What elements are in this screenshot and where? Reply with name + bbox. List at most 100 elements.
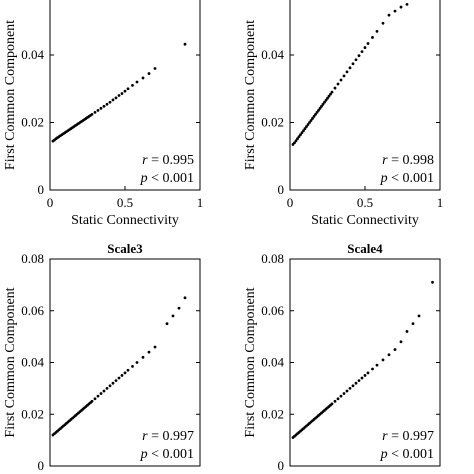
data-point xyxy=(326,96,329,100)
panel-title: Scale4 xyxy=(347,241,383,256)
r-value: = 0.997 xyxy=(148,429,194,444)
data-point xyxy=(105,386,109,390)
data-point xyxy=(123,89,127,93)
data-point xyxy=(330,402,334,406)
r-label: r xyxy=(382,153,388,168)
data-point xyxy=(399,340,403,344)
data-point xyxy=(342,392,346,395)
data-point xyxy=(330,90,334,94)
data-point xyxy=(165,322,169,326)
data-point xyxy=(387,353,391,357)
data-point xyxy=(131,364,134,368)
data-point xyxy=(123,371,127,375)
data-point xyxy=(309,119,313,122)
x-axis-title: Static Connectivity xyxy=(71,213,179,228)
data-point xyxy=(135,80,139,84)
data-point xyxy=(399,5,403,9)
r-statistic: r = 0.998 xyxy=(382,153,434,168)
y-tick-label: 0.04 xyxy=(261,355,284,370)
data-point xyxy=(99,392,103,395)
r-label: r xyxy=(142,429,148,444)
p-statistic: p < 0.001 xyxy=(380,447,434,462)
data-point xyxy=(317,108,320,112)
data-point xyxy=(327,94,331,98)
data-point xyxy=(417,314,421,318)
data-point xyxy=(345,389,349,393)
data-point xyxy=(297,135,301,139)
data-point xyxy=(339,394,343,398)
p-label: p xyxy=(380,447,388,462)
data-point xyxy=(393,348,397,351)
data-point xyxy=(357,379,361,383)
data-point xyxy=(147,350,151,354)
y-axis-title: First Common Component xyxy=(243,287,258,437)
x-tick-label: 0.5 xyxy=(117,195,133,210)
data-point xyxy=(302,129,305,133)
x-tick-label: 1 xyxy=(437,195,444,210)
data-point xyxy=(120,92,124,95)
y-tick-label: 0.06 xyxy=(261,303,284,318)
data-point xyxy=(90,113,94,116)
data-point xyxy=(90,399,94,403)
data-point xyxy=(308,121,311,124)
x-tick-label: 1 xyxy=(197,195,204,210)
data-point xyxy=(141,76,145,80)
data-point xyxy=(117,376,121,380)
data-point xyxy=(351,384,355,388)
data-point xyxy=(296,137,299,141)
data-point xyxy=(294,139,298,143)
p-label: p xyxy=(140,447,148,462)
data-point xyxy=(333,399,337,403)
r-statistic: r = 0.997 xyxy=(382,429,434,444)
data-point xyxy=(99,106,103,110)
data-point xyxy=(135,361,139,364)
r-value: = 0.995 xyxy=(148,153,194,168)
data-point xyxy=(336,397,340,401)
data-point xyxy=(141,355,145,359)
r-value: = 0.997 xyxy=(388,429,434,444)
p-value: < 0.001 xyxy=(388,171,434,186)
data-point xyxy=(393,9,397,13)
x-tick-label: 0 xyxy=(287,195,294,210)
data-point xyxy=(375,29,379,33)
p-statistic: p < 0.001 xyxy=(140,447,194,462)
data-point xyxy=(93,397,97,401)
data-point xyxy=(387,13,391,17)
data-point xyxy=(306,123,310,126)
p-value: < 0.001 xyxy=(148,171,194,186)
y-tick-label: 0.06 xyxy=(21,303,44,318)
y-tick-label: 0.04 xyxy=(261,47,284,62)
data-point xyxy=(363,374,367,377)
data-point xyxy=(102,104,106,108)
data-point xyxy=(318,106,322,110)
data-point xyxy=(305,125,308,128)
data-point xyxy=(96,108,100,112)
data-point xyxy=(381,358,385,362)
data-point xyxy=(111,381,115,385)
y-tick-label: 0.04 xyxy=(21,47,44,62)
r-statistic: r = 0.997 xyxy=(142,429,194,444)
data-point xyxy=(131,83,134,87)
y-tick-label: 0.08 xyxy=(21,251,44,266)
p-statistic: p < 0.001 xyxy=(380,171,434,186)
data-point xyxy=(405,330,409,333)
y-tick-label: 0.02 xyxy=(261,115,284,130)
data-point xyxy=(411,322,415,326)
x-tick-label: 0.5 xyxy=(357,195,373,210)
data-point xyxy=(366,371,370,375)
data-point xyxy=(312,115,316,118)
y-tick-label: 0 xyxy=(38,182,45,197)
y-tick-label: 0.04 xyxy=(21,355,44,370)
data-point xyxy=(333,86,337,90)
x-axis-title: Static Connectivity xyxy=(311,213,419,228)
r-label: r xyxy=(382,429,388,444)
data-point xyxy=(371,367,374,371)
data-point xyxy=(171,314,175,318)
y-axis-title: First Common Component xyxy=(3,287,18,437)
data-point xyxy=(320,104,323,108)
data-point xyxy=(351,62,355,66)
data-point xyxy=(177,306,181,310)
data-point xyxy=(105,102,109,106)
data-point xyxy=(371,36,374,39)
y-tick-label: 0 xyxy=(278,182,285,197)
